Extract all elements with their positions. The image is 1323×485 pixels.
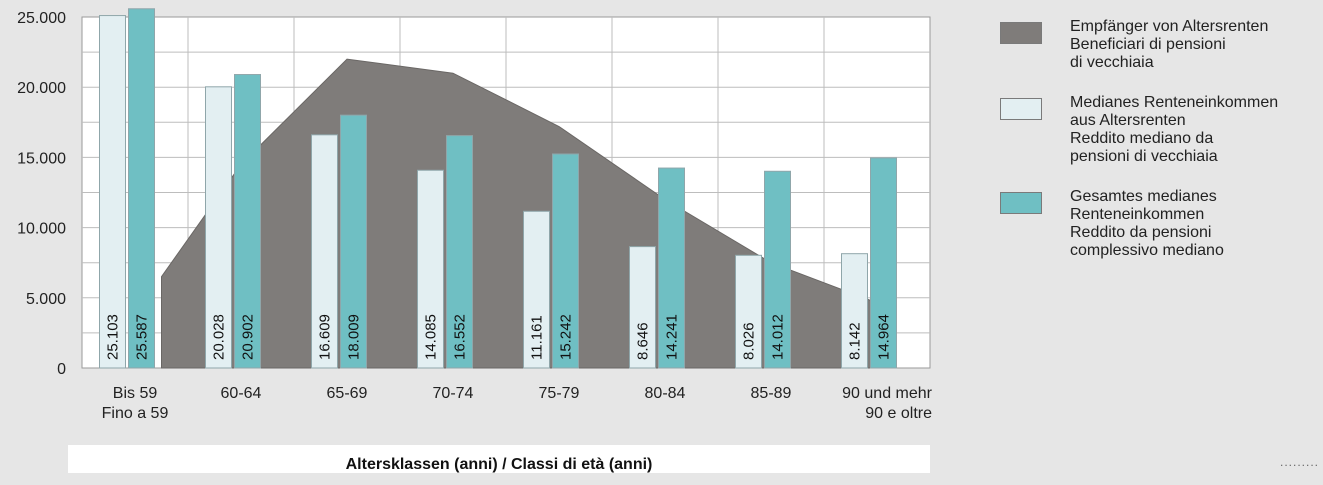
- bar-label-total-median: 25.587: [134, 314, 151, 360]
- bar-label-median-old-age: 25.103: [105, 314, 122, 360]
- corner-dots: .........: [1279, 455, 1319, 469]
- bar-total-median: [234, 74, 261, 369]
- x-axis-categories: Bis 59 Fino a 59 60-64 65-69 70-74 75-79 80-84…: [102, 385, 933, 422]
- chart-svg: 25.103 20.028 16.609 14.085 11.161 8.646 8.026…: [17, 8, 933, 422]
- bar-label-total-median: 18.009: [346, 314, 363, 360]
- y-axis-ticks: 0 5.000 10.000 15.000 20.000 25.000: [17, 10, 66, 378]
- bar-median-old-age: [841, 253, 868, 369]
- bar-label-median-old-age: 8.142: [847, 322, 864, 360]
- x-category-label: 60-64: [221, 385, 262, 402]
- bar-label-total-median: 16.552: [452, 314, 469, 360]
- x-category-label: 80-84: [645, 385, 686, 402]
- bar-label-total-median: 15.242: [558, 314, 575, 360]
- bar-label-total-median: 14.241: [664, 314, 681, 360]
- bar-label-total-median: 14.964: [876, 314, 893, 360]
- x-category-label: 75-79: [539, 385, 580, 402]
- legend-item-recipients: Empfänger von Altersrenten Beneficiari d…: [1000, 18, 1320, 72]
- bar-median-old-age: [735, 254, 762, 369]
- legend-item-total-median: Gesamtes medianes Renteneinkommen Reddit…: [1000, 188, 1320, 260]
- bar-total-median: [658, 167, 685, 369]
- bar-label-median-old-age: 14.085: [423, 314, 440, 360]
- bar-label-median-old-age: 20.028: [211, 314, 228, 360]
- x-category-label: 70-74: [433, 385, 474, 402]
- bar-total-median: [764, 170, 791, 369]
- bar-median-old-age: [205, 86, 232, 369]
- legend-swatch-total-median: [1000, 192, 1042, 214]
- x-category-label: 90 e oltre: [865, 405, 932, 422]
- bar-label-total-median: 14.012: [770, 314, 787, 360]
- legend-label-median-old-age: Medianes Renteneinkommen aus Altersrente…: [1070, 94, 1279, 165]
- bar-median-old-age: [523, 210, 550, 369]
- x-category-label: 90 und mehr: [842, 385, 933, 402]
- bar-total-median: [446, 135, 473, 369]
- legend: Empfänger von Altersrenten Beneficiari d…: [1000, 18, 1320, 282]
- x-category-label: Bis 59: [113, 385, 158, 402]
- legend-swatch-recipients: [1000, 22, 1042, 44]
- bar-label-median-old-age: 16.609: [317, 314, 334, 360]
- bar-median-old-age: [629, 246, 656, 369]
- x-category-label: 85-89: [751, 385, 792, 402]
- y-tick-label: 25.000: [17, 10, 66, 27]
- bar-median-old-age: [417, 169, 444, 369]
- bars-layer: 25.103 20.028 16.609 14.085 11.161 8.646 8.026…: [99, 8, 897, 369]
- legend-item-median-old-age: Medianes Renteneinkommen aus Altersrente…: [1000, 94, 1320, 166]
- bar-median-old-age: [99, 15, 126, 369]
- bar-total-median: [552, 153, 579, 369]
- legend-label-recipients: Empfänger von Altersrenten Beneficiari d…: [1070, 18, 1269, 71]
- bar-total-median: [870, 157, 897, 369]
- x-category-label: Fino a 59: [102, 405, 169, 422]
- y-tick-label: 5.000: [26, 291, 66, 308]
- bar-label-median-old-age: 11.161: [529, 315, 546, 360]
- legend-label-total-median: Gesamtes medianes Renteneinkommen Reddit…: [1070, 188, 1224, 259]
- legend-swatch-median-old-age: [1000, 98, 1042, 120]
- bar-total-median: [128, 8, 155, 369]
- y-tick-label: 20.000: [17, 80, 66, 97]
- bar-total-median: [340, 114, 367, 369]
- bar-label-median-old-age: 8.646: [635, 322, 652, 360]
- y-tick-label: 15.000: [17, 150, 66, 167]
- bar-label-median-old-age: 8.026: [741, 322, 758, 360]
- y-tick-label: 10.000: [17, 221, 66, 238]
- x-axis-title: Altersklassen (anni) / Classi di età (an…: [68, 445, 930, 473]
- bar-label-total-median: 20.902: [240, 314, 257, 360]
- x-category-label: 65-69: [327, 385, 368, 402]
- bar-median-old-age: [311, 134, 338, 369]
- y-tick-label: 0: [57, 361, 66, 378]
